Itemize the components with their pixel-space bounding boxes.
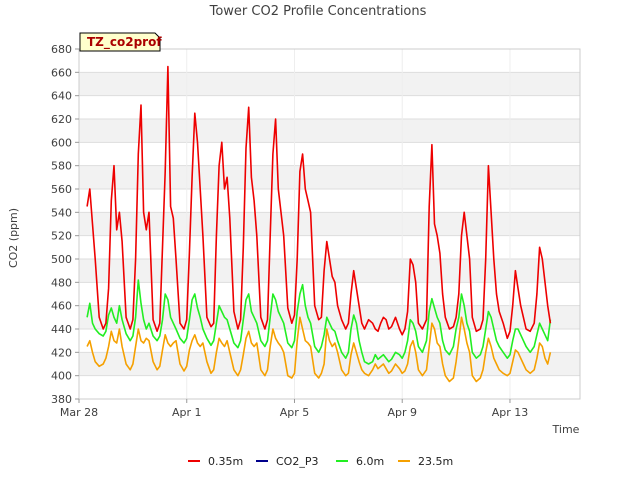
legend-label: 23.5m [418,455,453,468]
y-axis-label: CO2 (ppm) [7,208,20,268]
grid-band [79,305,580,329]
x-tick-label: Apr 1 [172,406,202,419]
y-tick-label: 660 [51,66,72,79]
x-axis-ticks: Mar 28 Apr 1 Apr 5 Apr 9 Apr 13 [60,399,528,419]
y-tick-label: 460 [51,300,72,313]
y-tick-label: 420 [51,346,72,359]
y-tick-label: 400 [51,370,72,383]
y-axis-ticks: 380 400 420 440 460 480 500 520 540 560 580 600 620 6… [51,43,79,406]
chart-title: Tower CO2 Profile Concentrations [209,4,427,19]
series-lines [86,65,552,383]
y-tick-label: 560 [51,183,72,196]
x-axis-label: Time [552,423,580,436]
series-line-23-5m [86,316,552,383]
legend-label: 6.0m [356,455,384,468]
y-tick-label: 500 [51,253,72,266]
y-tick-label: 580 [51,160,72,173]
grid-band [79,165,580,189]
legend-item: 23.5m [398,455,453,468]
plot-area-frame [78,48,581,400]
site-tag: TZ_co2prof [79,32,162,52]
y-tick-label: 680 [51,43,72,56]
y-tick-label: 480 [51,276,72,289]
legend-item: CO2_P3 [256,455,318,468]
y-tick-label: 440 [51,323,72,336]
legend: 0.35m CO2_P3 6.0m 23.5m [188,455,453,468]
series-line-0-35m [86,65,552,340]
y-tick-label: 380 [51,393,72,406]
site-tag-label: TZ_co2prof [87,35,162,50]
x-tick-label: Apr 9 [387,406,417,419]
x-tick-label: Apr 13 [492,406,529,419]
x-tick-label: Mar 28 [60,406,98,419]
legend-label: 0.35m [208,455,243,468]
grid-band [79,212,580,236]
x-tick-label: Apr 5 [280,406,310,419]
y-tick-label: 620 [51,113,72,126]
grid-band [79,72,580,96]
grid-band [79,119,580,143]
legend-label: CO2_P3 [276,455,318,468]
legend-item: 6.0m [336,455,384,468]
y-tick-label: 540 [51,206,72,219]
y-tick-label: 640 [51,90,72,103]
series-line-6-0m [86,279,552,365]
site-tag-box [79,32,161,52]
legend-item: 0.35m [188,455,243,468]
y-tick-label: 600 [51,136,72,149]
y-tick-label: 520 [51,230,72,243]
